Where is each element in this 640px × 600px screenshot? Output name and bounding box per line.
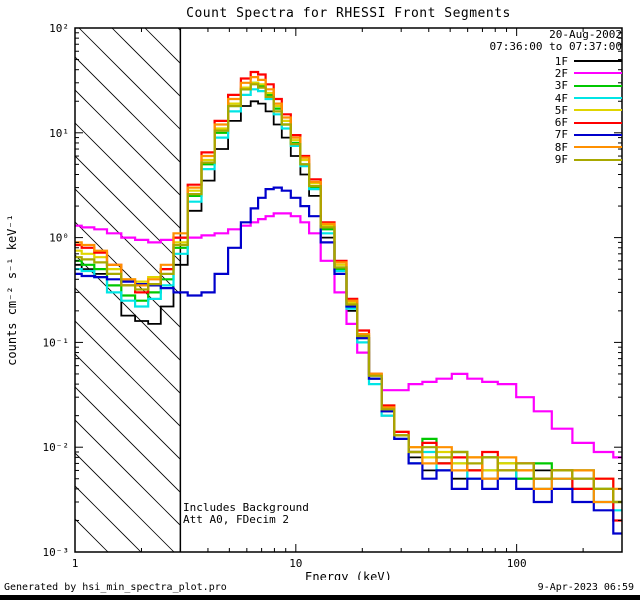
legend-label-1F: 1F xyxy=(554,54,568,68)
legend-label-2F: 2F xyxy=(554,66,568,80)
svg-text:100: 100 xyxy=(507,557,527,570)
legend-row-1F: 1F xyxy=(554,54,622,68)
svg-text:10²: 10² xyxy=(49,22,69,35)
spectra-plot: 1 10 100 10² 10¹ 10⁰ 10⁻¹ 10⁻² 10⁻³ Energy (keV) c… xyxy=(5,22,623,580)
observation-time-range: 07:36:00 to 07:37:00 xyxy=(489,40,622,53)
bottom-bar xyxy=(0,595,640,600)
legend-row-7F: 7F xyxy=(554,128,622,142)
legend-label-8F: 8F xyxy=(554,140,568,154)
legend-row-3F: 3F xyxy=(554,79,622,93)
legend-row-9F: 9F xyxy=(554,153,622,167)
legend-swatch-9F xyxy=(574,158,622,161)
series-line-3F xyxy=(75,81,622,504)
page-title: Count Spectra for RHESSI Front Segments xyxy=(186,6,511,21)
x-axis-label: Energy (keV) xyxy=(305,570,392,580)
legend-label-5F: 5F xyxy=(554,103,568,117)
svg-text:10¹: 10¹ xyxy=(49,127,69,140)
legend-swatch-4F xyxy=(574,97,622,100)
legend-row-2F: 2F xyxy=(554,66,622,80)
legend-label-6F: 6F xyxy=(554,116,568,130)
legend-label-4F: 4F xyxy=(554,91,568,105)
legend-label-9F: 9F xyxy=(554,153,568,167)
legend-swatch-8F xyxy=(574,146,622,149)
annotation-attenuator-state: Att A0, FDecim 2 xyxy=(183,513,289,526)
svg-text:10⁻²: 10⁻² xyxy=(43,441,70,454)
svg-text:10: 10 xyxy=(289,557,302,570)
series-line-9F xyxy=(75,83,622,504)
svg-text:10⁰: 10⁰ xyxy=(49,232,69,245)
y-axis-label: counts cm⁻² s⁻¹ keV⁻¹ xyxy=(5,214,19,366)
legend-row-8F: 8F xyxy=(554,140,622,154)
axis-tick-labels: 1 10 100 10² 10¹ 10⁰ 10⁻¹ 10⁻² 10⁻³ xyxy=(43,22,527,570)
generator-credit: Generated by hsi_min_spectra_plot.pro xyxy=(4,582,227,593)
svg-text:10⁻³: 10⁻³ xyxy=(43,546,70,559)
series-line-1F xyxy=(75,100,622,522)
svg-text:10⁻¹: 10⁻¹ xyxy=(43,336,70,349)
detector-legend: 1F 2F 3F 4F 5F 6F 7F 8F 9F xyxy=(555,55,622,166)
legend-swatch-6F xyxy=(574,121,622,124)
legend-label-7F: 7F xyxy=(554,128,568,142)
legend-row-6F: 6F xyxy=(554,116,622,130)
legend-row-4F: 4F xyxy=(554,91,622,105)
observation-date: 20-Aug-2002 xyxy=(549,28,622,41)
plot-frame xyxy=(74,27,623,553)
legend-swatch-5F xyxy=(574,109,622,112)
hatch-region xyxy=(75,28,181,552)
annotation-includes-background: Includes Background xyxy=(183,501,309,514)
series-line-8F xyxy=(75,76,622,504)
legend-label-3F: 3F xyxy=(554,79,568,93)
series-line-7F xyxy=(75,186,622,535)
axis-ticks xyxy=(74,27,623,553)
legend-swatch-7F xyxy=(574,133,622,136)
legend-row-5F: 5F xyxy=(554,103,622,117)
series-line-2F xyxy=(75,212,622,459)
legend-swatch-2F xyxy=(574,72,622,75)
plot-timestamp: 9-Apr-2023 06:59 xyxy=(537,582,634,593)
svg-text:1: 1 xyxy=(72,557,79,570)
legend-swatch-1F xyxy=(574,60,622,63)
legend-swatch-3F xyxy=(574,84,622,87)
